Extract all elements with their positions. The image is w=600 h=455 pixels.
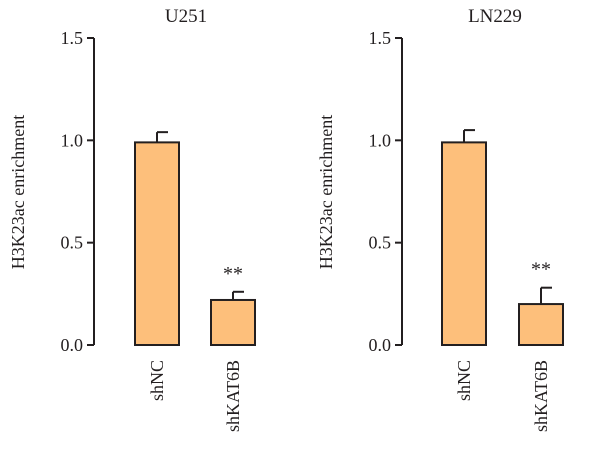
y-tick-label: 1.0 — [369, 130, 392, 150]
chart-title: LN229 — [468, 6, 522, 27]
y-tick-label: 0.5 — [369, 233, 392, 253]
category-label: shKAT6B — [531, 360, 551, 432]
significance-annotation: ** — [531, 259, 551, 281]
y-tick-label: 0.0 — [61, 335, 84, 355]
y-tick-label: 1.5 — [61, 28, 84, 48]
bar-shKAT6B — [518, 303, 564, 347]
category-label: shNC — [147, 360, 167, 401]
chart-panel-2: LN229 H3K23ac enrichment 0.0 0.5 1.0 1.5 shNC *… — [316, 6, 564, 432]
y-tick-label: 1.5 — [369, 28, 392, 48]
category-label: shKAT6B — [223, 360, 243, 432]
y-axis-label: H3K23ac enrichment — [316, 115, 336, 269]
bar-shKAT6B — [210, 298, 256, 346]
bar-shNC — [134, 141, 180, 346]
category-label: shNC — [454, 360, 474, 401]
bar-shNC — [441, 141, 487, 346]
y-tick-label: 1.0 — [61, 130, 84, 150]
y-tick-label: 0.0 — [369, 335, 392, 355]
y-axis-label: H3K23ac enrichment — [8, 115, 28, 269]
chart-panel-1: U251 H3K23ac enrichment 0.0 0.5 1.0 1.5 shNC **… — [8, 6, 256, 432]
y-tick-label: 0.5 — [61, 233, 84, 253]
significance-annotation: ** — [223, 263, 243, 285]
chart-title: U251 — [165, 6, 207, 27]
